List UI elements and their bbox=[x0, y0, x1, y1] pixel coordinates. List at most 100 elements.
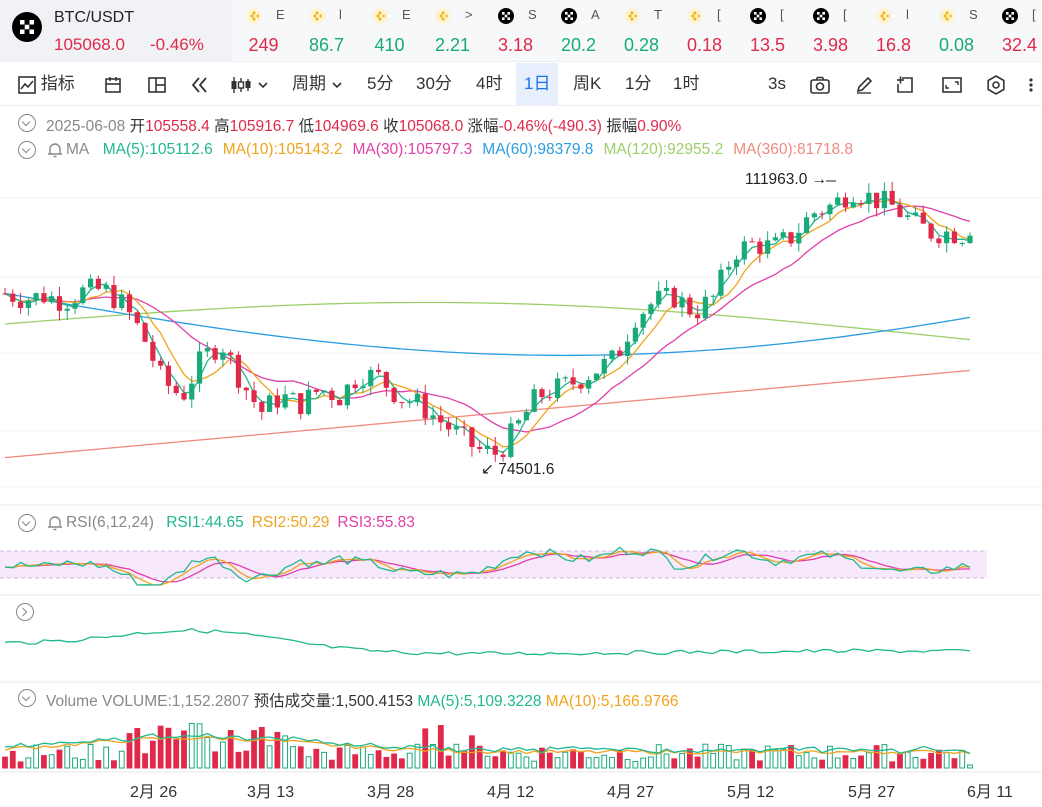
refresh-rate[interactable]: 3s bbox=[768, 74, 786, 93]
interval-30m[interactable]: 30分 bbox=[416, 74, 452, 93]
ticker-item[interactable]: E 249 bbox=[232, 0, 295, 62]
x-axis-tick: 2月 26 bbox=[130, 784, 178, 801]
collapse-volume-toggle[interactable] bbox=[18, 689, 36, 707]
ticker-item[interactable]: E 410 bbox=[358, 0, 421, 62]
ticker-item[interactable]: l 16.8 bbox=[862, 0, 925, 62]
add-indicator-button[interactable] bbox=[896, 62, 914, 106]
interval-5m[interactable]: 5分 bbox=[367, 74, 394, 93]
main-pair-ticker[interactable]: BTC/USDT 105068.0 -0.46% bbox=[0, 0, 232, 62]
chart-type-button[interactable] bbox=[230, 62, 269, 106]
candle-body bbox=[827, 204, 833, 215]
volume-bar bbox=[313, 748, 320, 769]
candle-body bbox=[811, 213, 817, 218]
collapse-rsi-toggle[interactable] bbox=[18, 514, 36, 532]
screenshot-button[interactable] bbox=[810, 62, 830, 106]
volume-bar bbox=[196, 723, 203, 769]
volume-bar bbox=[718, 743, 724, 769]
volume-ma10: MA(10):5,166.9766 bbox=[545, 693, 679, 710]
pair-price: 105068.0 bbox=[54, 35, 125, 54]
interval-1m[interactable]: 1分 bbox=[625, 74, 652, 93]
candle-body bbox=[352, 384, 358, 389]
volume-bar bbox=[72, 757, 78, 769]
volume-bar bbox=[422, 728, 429, 769]
volume-bar bbox=[640, 757, 647, 769]
candle-body bbox=[601, 358, 607, 374]
expand-panel-toggle[interactable] bbox=[16, 603, 34, 621]
replay-button[interactable] bbox=[190, 62, 210, 106]
calendar-button[interactable] bbox=[104, 62, 122, 106]
volume-bar bbox=[212, 751, 219, 769]
ticker-item[interactable]: [3.98 bbox=[799, 0, 862, 62]
ticker-item[interactable]: [32.4 bbox=[988, 0, 1042, 62]
ticker-item[interactable]: [0.18 bbox=[673, 0, 736, 62]
volume-value: VOLUME:1,152.2807 bbox=[102, 693, 250, 710]
okx-icon bbox=[1002, 8, 1018, 24]
volume-bar bbox=[920, 758, 927, 769]
volume-bar bbox=[360, 746, 366, 769]
candle-body bbox=[368, 369, 374, 387]
bnb-icon bbox=[876, 8, 892, 24]
interval-1d[interactable]: 1日 bbox=[516, 63, 559, 105]
interval-1h[interactable]: 1时 bbox=[673, 74, 700, 93]
volume-bar bbox=[500, 750, 506, 769]
volume-bar bbox=[383, 756, 390, 769]
ticker-item[interactable]: l 86.7 bbox=[295, 0, 358, 62]
volume-bar bbox=[554, 757, 561, 769]
volume-bar bbox=[484, 755, 491, 769]
interval-4h[interactable]: 4时 bbox=[476, 74, 503, 93]
volume-bar bbox=[655, 744, 662, 769]
candle-body bbox=[632, 327, 638, 342]
volume-bar bbox=[515, 752, 522, 769]
candle-body bbox=[360, 386, 366, 389]
candle-body bbox=[49, 296, 55, 303]
candle-body bbox=[749, 241, 755, 243]
ticker-item-name: [ bbox=[780, 7, 784, 22]
layout-button[interactable] bbox=[148, 62, 166, 106]
ticker-item[interactable]: S 3.18 bbox=[484, 0, 547, 62]
ma-legend: MA MA(5):105112.6 MA(10):105143.2 MA(30):1… bbox=[66, 141, 853, 159]
ma-legend-item: MA(5):105112.6 bbox=[102, 141, 213, 158]
indicators-button[interactable]: 指标 bbox=[18, 62, 75, 106]
indicator-chart-icon bbox=[18, 75, 36, 94]
volume-bar bbox=[64, 745, 71, 769]
ticker-item-name: A bbox=[591, 7, 600, 22]
rsi-legend-item: RSI3:55.83 bbox=[337, 514, 415, 531]
period-dropdown[interactable]: 周期 bbox=[292, 62, 343, 106]
ma-legend-item: MA(120):92955.2 bbox=[603, 141, 724, 158]
draw-button[interactable] bbox=[855, 62, 873, 106]
ticker-item[interactable]: T 0.28 bbox=[610, 0, 673, 62]
ma-title: MA bbox=[66, 141, 89, 158]
ticker-item[interactable]: A 20.2 bbox=[547, 0, 610, 62]
candle-body bbox=[702, 296, 709, 319]
bell-icon[interactable] bbox=[46, 141, 64, 159]
candle-body bbox=[189, 383, 195, 400]
collapse-ohlc-toggle[interactable] bbox=[18, 114, 36, 132]
price-chart[interactable] bbox=[0, 106, 1042, 774]
bnb-icon bbox=[372, 8, 388, 24]
candle-body bbox=[10, 293, 16, 302]
volume-bar bbox=[694, 756, 701, 769]
x-axis-tick: 4月 27 bbox=[607, 784, 655, 801]
ticker-item[interactable]: >2.21 bbox=[421, 0, 484, 62]
candle-body bbox=[788, 232, 794, 244]
fullscreen-button[interactable] bbox=[942, 62, 962, 106]
volume-bar bbox=[788, 745, 794, 769]
rsi-legend-item: RSI1:44.65 bbox=[166, 514, 244, 531]
bell-icon[interactable] bbox=[46, 514, 64, 532]
ticker-item[interactable]: S 0.08 bbox=[925, 0, 988, 62]
volume-title: Volume bbox=[46, 693, 98, 710]
candle-body bbox=[772, 237, 779, 241]
ticker-item-name: E bbox=[276, 7, 285, 22]
collapse-ma-toggle[interactable] bbox=[18, 141, 36, 159]
candle-body bbox=[329, 390, 335, 400]
volume-bar bbox=[577, 751, 584, 769]
candle-body bbox=[298, 393, 304, 415]
volume-bar bbox=[772, 749, 779, 769]
interval-week[interactable]: 周K bbox=[573, 74, 602, 93]
more-button[interactable] bbox=[1026, 62, 1036, 106]
volume-bar bbox=[328, 759, 335, 769]
ticker-item-value: 249 bbox=[248, 35, 279, 55]
settings-button[interactable] bbox=[986, 62, 1006, 106]
ticker-item[interactable]: [13.5 bbox=[736, 0, 799, 62]
okx-icon bbox=[813, 8, 829, 24]
